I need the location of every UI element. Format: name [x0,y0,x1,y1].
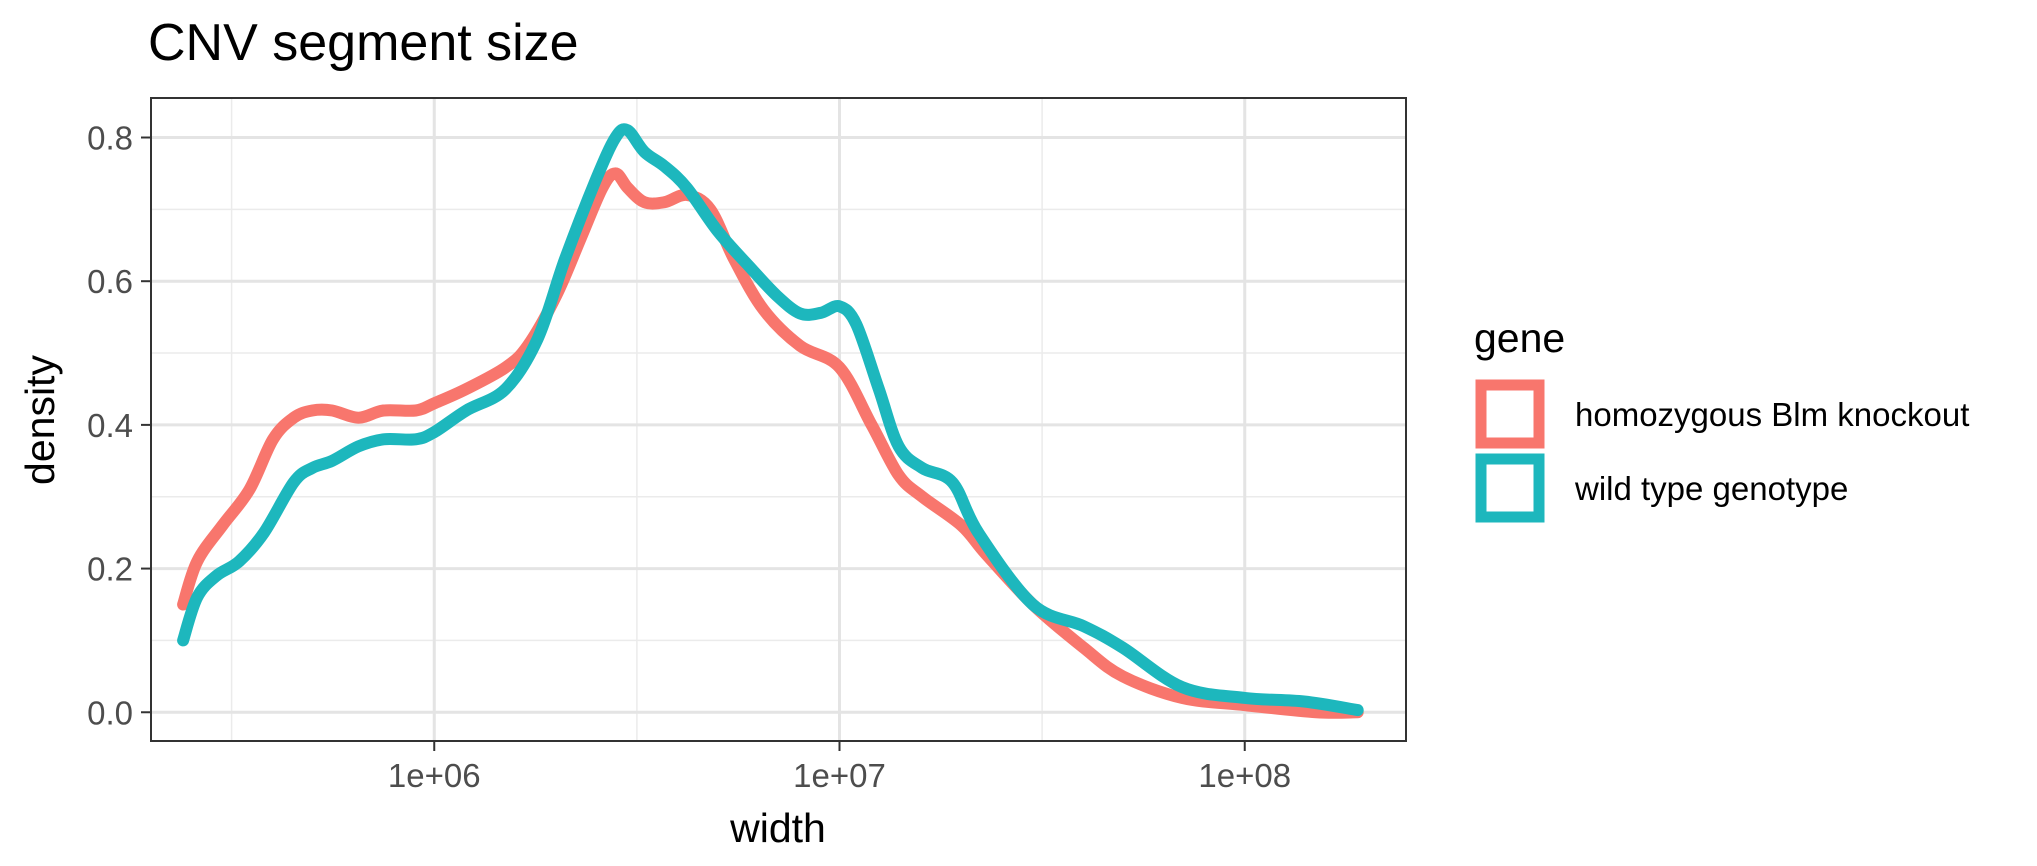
y-tick-label: 0.6 [87,263,133,300]
series-lines [177,123,1364,719]
y-tick-label: 0.4 [87,407,133,444]
y-tick-label: 0.2 [87,551,133,588]
legend: gene homozygous Blm knockout wild type ge… [1474,315,1969,523]
y-tick-label: 0.8 [87,120,133,157]
legend-label-1: homozygous Blm knockout [1575,396,1969,433]
y-axis-title: density [17,355,63,485]
x-tick-label: 1e+07 [793,757,886,794]
y-axis: 0.0 0.2 0.4 0.6 0.8 [87,120,151,731]
plot-panel [150,97,1407,742]
gridlines [151,98,1406,741]
legend-key-1 [1475,379,1545,449]
panel-background [151,98,1406,741]
x-axis-title: width [729,805,826,851]
series-line-2 [177,123,1364,717]
legend-items: homozygous Blm knockout wild type genotyp… [1475,379,1969,523]
x-tick-label: 1e+08 [1198,757,1291,794]
legend-title: gene [1474,315,1565,361]
y-tick-label: 0.0 [87,694,133,731]
x-axis: 1e+06 1e+07 1e+08 [388,741,1291,794]
legend-key-2 [1475,453,1545,523]
x-tick-label: 1e+06 [388,757,481,794]
legend-label-2: wild type genotype [1574,470,1848,507]
panel-border [150,97,1407,742]
chart-title: CNV segment size [148,14,579,72]
